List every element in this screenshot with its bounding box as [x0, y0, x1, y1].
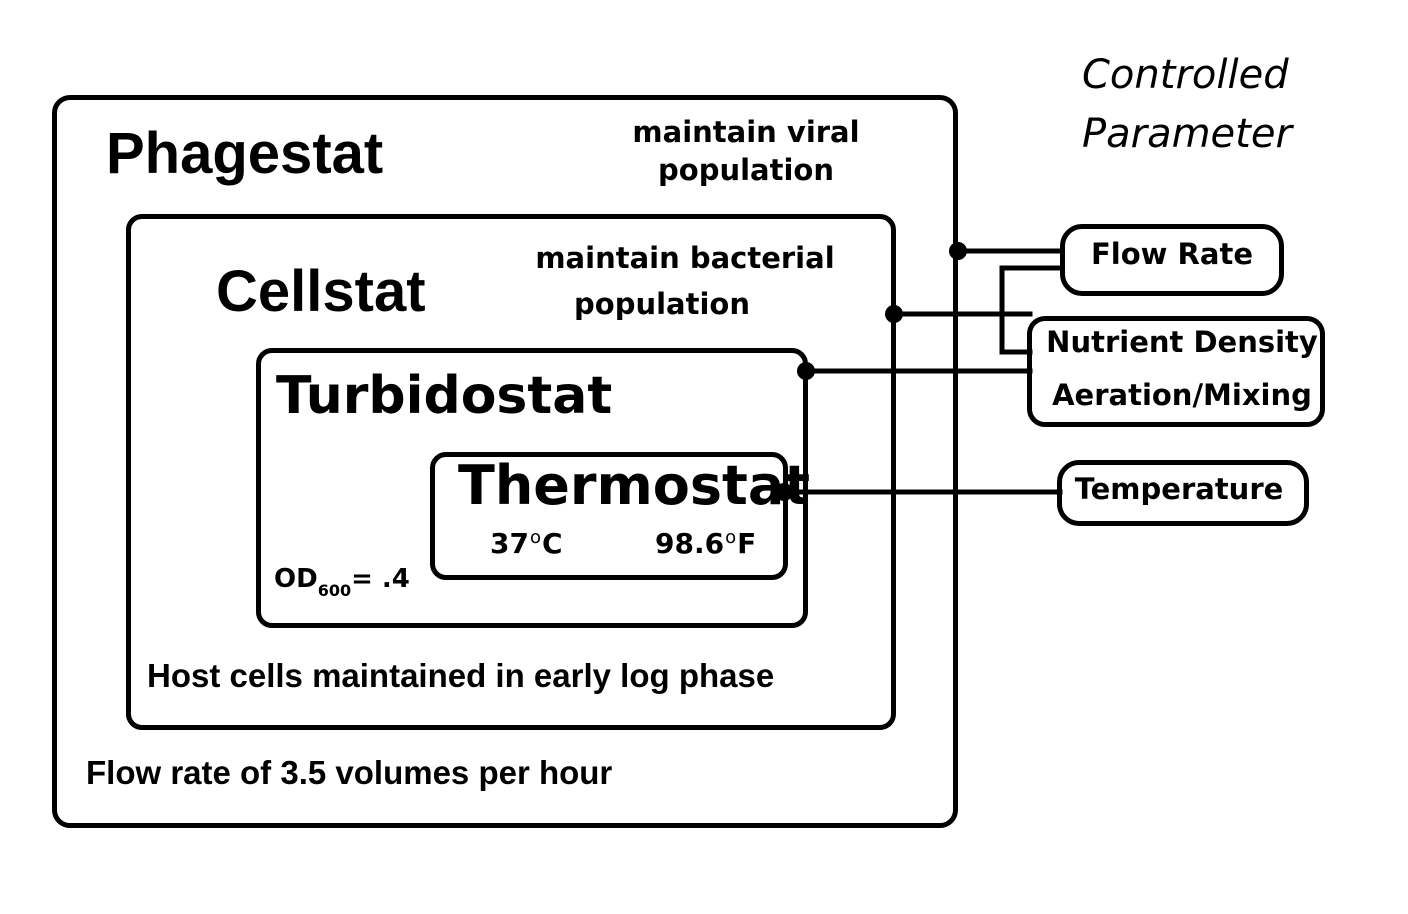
cellstat-goal-line1: maintain bacterial: [535, 241, 835, 275]
flow-rate-box: [1060, 224, 1284, 296]
header-line2: Parameter: [1082, 111, 1292, 157]
thermostat-fahrenheit: 98.6oF: [655, 527, 757, 560]
degree-symbol-f: o: [725, 527, 737, 548]
thermostat-box: [430, 452, 788, 580]
phagestat-goal-line2: population: [658, 153, 834, 187]
header-line1: Controlled: [1082, 52, 1289, 98]
phagestat-title: Phagestat: [106, 121, 384, 186]
temperature-box: [1057, 460, 1309, 526]
flow-rate-label: Flow Rate: [1091, 237, 1253, 271]
nutrient-aeration-box: [1027, 316, 1325, 427]
celsius-value: 37: [490, 527, 529, 560]
temperature-label: Temperature: [1074, 472, 1284, 506]
phagestat-goal-line1: maintain viral: [632, 115, 860, 149]
turbidostat-box: [256, 348, 808, 628]
cellstat-note: Host cells maintained in early log phase: [147, 657, 775, 694]
fahrenheit-value: 98.6: [655, 527, 725, 560]
thermostat-title: Thermostat: [458, 454, 811, 517]
od-value: = .4: [351, 564, 410, 594]
phagestat-note: Flow rate of 3.5 volumes per hour: [86, 754, 613, 791]
od-label: OD: [274, 564, 318, 594]
nutrient-density-label: Nutrient Density: [1046, 325, 1318, 359]
od-subscript: 600: [317, 581, 352, 600]
celsius-unit: C: [541, 527, 563, 560]
aeration-mixing-label: Aeration/Mixing: [1052, 378, 1312, 412]
cellstat-box: [126, 214, 896, 730]
turbidostat-od: OD600= .4: [274, 564, 410, 599]
thermostat-celsius: 37oC: [490, 527, 563, 560]
connector-cellstat-flow-rate: [999, 265, 1065, 355]
degree-symbol-c: o: [529, 527, 541, 548]
phagestat-box: [52, 95, 958, 828]
turbidostat-title: Turbidostat: [276, 366, 613, 426]
cellstat-title: Cellstat: [216, 259, 426, 324]
cellstat-goal-line2: population: [574, 287, 750, 321]
fahrenheit-unit: F: [737, 527, 757, 560]
